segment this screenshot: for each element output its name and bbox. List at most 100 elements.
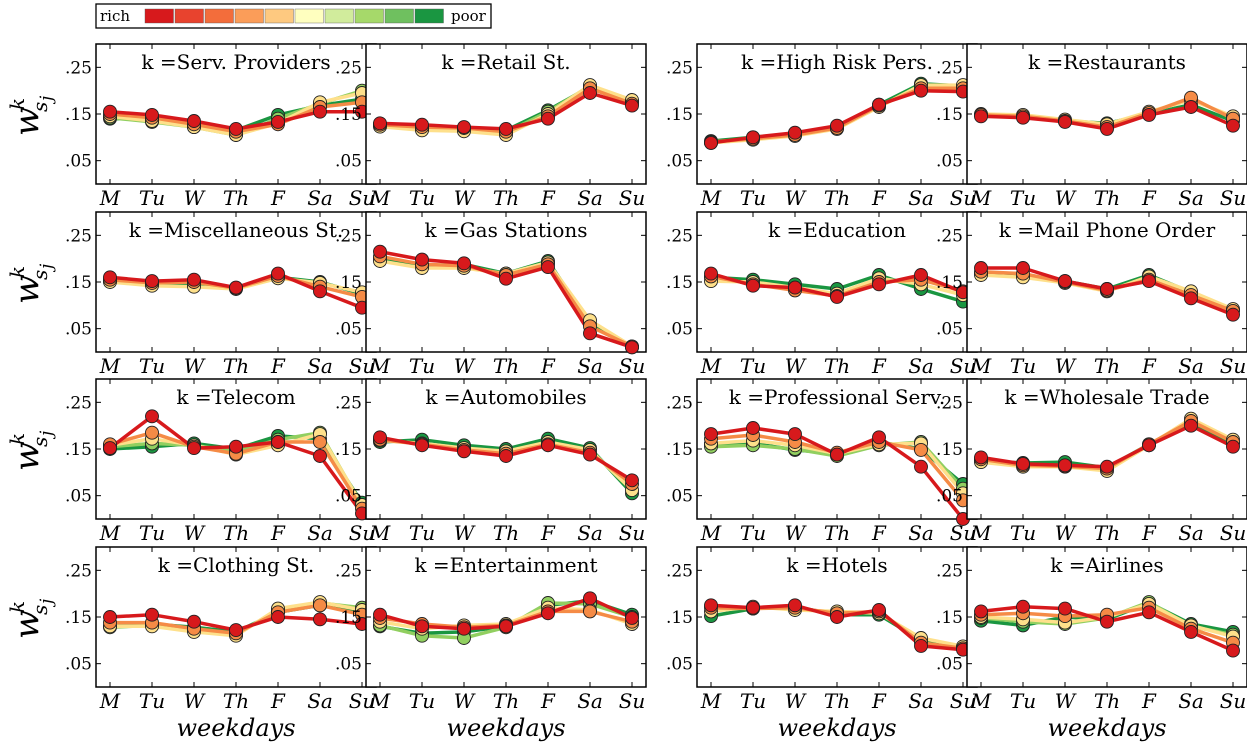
data-point: [788, 280, 802, 295]
y-tick-label: .15: [666, 105, 693, 125]
legend-swatch: [174, 8, 204, 24]
x-tick-label: F: [871, 521, 887, 545]
data-point: [830, 447, 844, 462]
data-point: [788, 125, 802, 140]
chart-panel: .05 .15 .25 M Tu W Th F Sa Su k =Miscellaneous St.…: [5, 211, 377, 378]
y-tick-label: .25: [335, 58, 362, 78]
data-point: [1016, 261, 1030, 275]
x-tick-label: Su: [950, 689, 977, 713]
x-tick-label: Tu: [1010, 186, 1036, 210]
data-point: [788, 427, 802, 442]
panel-title: k =Miscellaneous St.: [129, 218, 343, 242]
x-tick-label: Tu: [1010, 689, 1036, 713]
data-point: [541, 111, 555, 126]
data-point: [872, 97, 886, 112]
x-tick-label: M: [99, 354, 121, 378]
x-tick-label: Sa: [1178, 689, 1204, 713]
y-tick-label: .05: [335, 320, 362, 340]
y-axis-label: wk sj: [5, 598, 57, 639]
x-tick-label: M: [99, 689, 121, 713]
panel-title: k =Professional Serv.: [729, 385, 945, 409]
data-point: [229, 280, 243, 295]
x-tick-label: Tu: [409, 354, 435, 378]
panel-title: k =Clothing St.: [158, 553, 314, 577]
x-tick-label: Sa: [307, 689, 333, 713]
data-point: [788, 598, 802, 613]
data-point: [1142, 274, 1156, 289]
x-axis-label: weekdays: [176, 714, 295, 742]
x-tick-label: Tu: [1010, 354, 1036, 378]
y-tick-label: .05: [65, 487, 92, 507]
y-tick-label: .05: [936, 487, 963, 507]
data-point: [625, 340, 639, 355]
y-tick-label: .25: [335, 393, 362, 413]
data-point: [103, 104, 117, 119]
plot-frame: [966, 211, 1247, 353]
chart-panel: .05 .15 .25 M Tu W Th F Sa Su k =Airlines weekdays: [936, 546, 1247, 742]
x-tick-label: Sa: [908, 689, 934, 713]
data-point: [583, 86, 597, 100]
x-tick-label: M: [970, 354, 992, 378]
x-tick-label: Th: [493, 186, 519, 210]
x-tick-label: W: [184, 689, 206, 713]
y-axis-label-sub: s: [28, 605, 52, 615]
legend-swatch: [414, 8, 444, 24]
y-tick-label: .15: [936, 608, 963, 628]
plot-frame: [365, 546, 647, 688]
data-point: [145, 607, 159, 622]
x-tick-label: W: [454, 689, 476, 713]
x-tick-label: Sa: [1178, 186, 1204, 210]
data-point: [1142, 605, 1156, 620]
x-tick-label: Tu: [139, 354, 165, 378]
chart-panel: .05 .15 .25 M Tu W Th F Sa Su k =Hotels weekdays: [666, 546, 978, 742]
legend-left-label: rich: [100, 7, 130, 25]
x-tick-label: M: [700, 186, 722, 210]
data-point: [974, 450, 988, 465]
chart-panel: .05 .15 .25 M Tu W Th F Sa Su k =Gas Stations: [335, 211, 647, 378]
data-point: [187, 114, 201, 128]
x-tick-label: Su: [619, 689, 646, 713]
x-tick-label: M: [970, 186, 992, 210]
data-point: [373, 244, 387, 259]
y-tick-label: .15: [65, 105, 92, 125]
data-point: [1100, 614, 1114, 629]
panel-title: k =Gas Stations: [424, 218, 587, 242]
x-tick-label: Sa: [307, 354, 333, 378]
panel-title: k =Airlines: [1050, 553, 1163, 577]
y-tick-label: .15: [666, 440, 693, 460]
y-tick-label: .05: [666, 655, 693, 675]
data-point: [830, 610, 844, 624]
x-tick-label: Tu: [409, 521, 435, 545]
y-axis-label-sub: s: [28, 437, 52, 447]
y-axis-label-base: w: [7, 610, 47, 639]
chart-panel: .05 .15 .25 M Tu W Th F Sa Su k =Telecom wk sj: [5, 378, 377, 545]
y-tick-label: .15: [335, 273, 362, 293]
x-tick-label: Su: [619, 354, 646, 378]
x-tick-label: Th: [223, 354, 249, 378]
y-tick-label: .05: [666, 487, 693, 507]
x-tick-label: M: [369, 689, 391, 713]
data-point: [1058, 114, 1072, 129]
x-tick-label: F: [1141, 521, 1157, 545]
x-tick-label: Su: [1220, 521, 1247, 545]
x-tick-label: W: [184, 186, 206, 210]
legend-right-label: poor: [451, 7, 487, 25]
data-point: [1226, 643, 1240, 658]
data-point: [313, 612, 327, 627]
y-tick-label: .25: [936, 561, 963, 581]
data-point: [103, 270, 117, 285]
x-tick-label: W: [1055, 186, 1077, 210]
data-point: [746, 421, 760, 435]
panel-title: k =Automobiles: [425, 385, 586, 409]
data-point: [415, 117, 429, 132]
data-point: [373, 116, 387, 131]
y-tick-label: .05: [65, 320, 92, 340]
data-point: [229, 623, 243, 638]
chart-panel: .05 .15 .25 M Tu W Th F Sa Su k =Retail St.: [335, 43, 647, 210]
x-tick-label: F: [1141, 186, 1157, 210]
chart-panel: .05 .15 .25 M Tu W Th F Sa Su k =Automobiles: [335, 378, 647, 545]
x-tick-label: Tu: [139, 186, 165, 210]
x-tick-label: Th: [223, 186, 249, 210]
data-point: [704, 266, 718, 281]
data-point: [583, 447, 597, 462]
